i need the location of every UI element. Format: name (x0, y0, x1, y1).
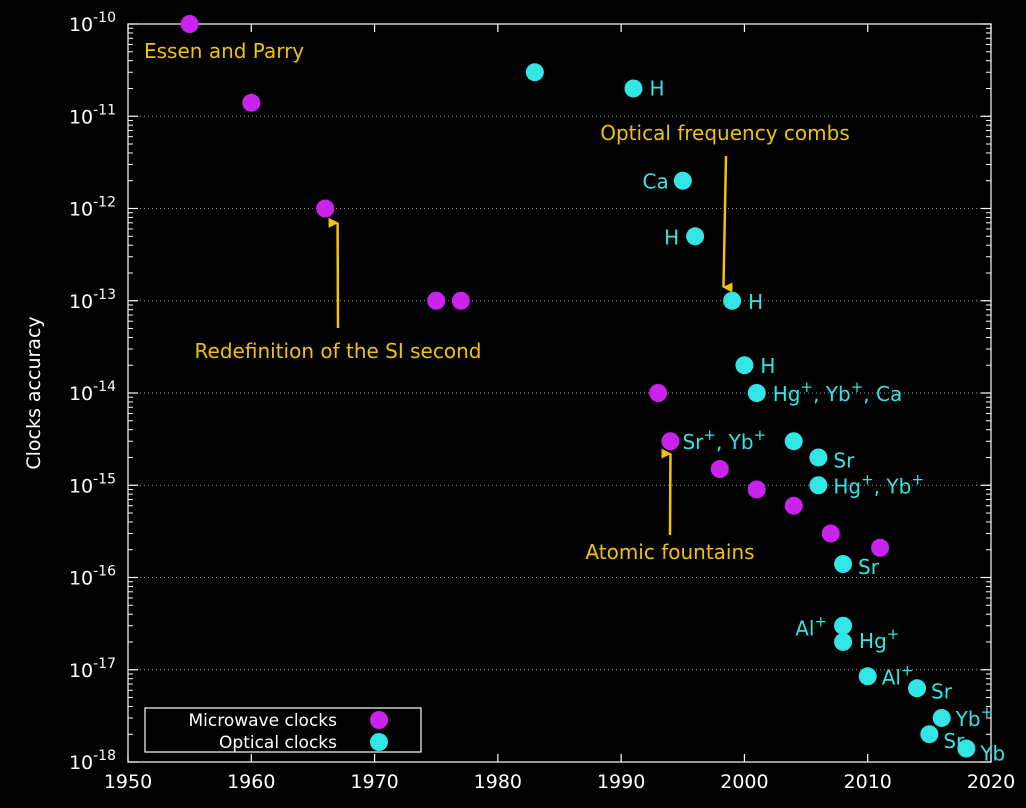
microwave-clock-point (451, 291, 470, 310)
legend-marker (370, 711, 388, 729)
point-label: Hg+ (859, 625, 899, 653)
x-tick-label: 1950 (104, 771, 152, 793)
optical-clock-point (686, 227, 705, 246)
point-label: Al+ (795, 613, 827, 641)
point-label: Yb (979, 742, 1005, 766)
point-label: Ca (643, 170, 669, 194)
optical-clock-point (809, 476, 828, 495)
microwave-clock-point (710, 460, 729, 479)
optical-clock-point (908, 679, 927, 698)
x-tick-label: 1990 (597, 771, 645, 793)
legend-label: Optical clocks (219, 733, 337, 753)
point-label: Al+ (882, 661, 914, 689)
point-label: Sr (943, 729, 965, 753)
microwave-clock-point (180, 15, 199, 33)
annotation-arrows (328, 155, 733, 536)
optical-clock-point (834, 555, 853, 574)
annotation-arrow (722, 155, 733, 293)
legend-marker (370, 733, 388, 751)
y-tick-label: 10-14 (69, 379, 116, 405)
data-points (180, 15, 976, 758)
microwave-clock-point (821, 524, 840, 543)
point-label: H (664, 225, 679, 249)
point-label: Sr (931, 679, 953, 703)
microwave-clock-point (661, 432, 680, 451)
optical-clock-point (624, 79, 643, 98)
x-tick-label: 2000 (720, 771, 768, 793)
tick-labels: 1950 1960 1970 1980 1990 2000 2010 2020 10-10 10-… (69, 10, 1015, 793)
y-tick-label: 10-12 (69, 195, 116, 221)
y-axis-label: Clocks accuracy (23, 316, 45, 469)
x-tick-label: 2020 (967, 771, 1015, 793)
annotation-text: Essen and Parry (144, 39, 304, 63)
y-tick-label: 10-16 (69, 564, 116, 590)
optical-clock-point (932, 708, 951, 727)
y-tick-label: 10-11 (69, 102, 116, 128)
optical-clock-point (957, 739, 976, 758)
microwave-clock-point (316, 199, 335, 218)
microwave-clock-point (784, 496, 803, 515)
point-label: Hg+, Yb+, Ca (773, 378, 902, 406)
y-tick-label: 10-13 (69, 287, 116, 313)
microwave-clock-point (871, 538, 890, 557)
point-label: H (649, 76, 664, 100)
x-tick-label: 1970 (350, 771, 398, 793)
y-tick-label: 10-18 (69, 748, 116, 774)
optical-clock-point (784, 432, 803, 451)
microwave-clock-point (649, 384, 668, 402)
point-label: Sr (858, 555, 880, 579)
x-tick-label: 1980 (474, 771, 522, 793)
y-tick-label: 10-10 (69, 10, 116, 36)
point-label: Sr (833, 448, 855, 472)
annotation-text: Optical frequency combs (600, 121, 850, 145)
point-label: Sr+, Yb+ (682, 426, 766, 454)
optical-clock-point (723, 291, 742, 310)
optical-clock-point (834, 616, 853, 635)
optical-clock-point (673, 171, 692, 190)
point-label: Yb+ (955, 703, 994, 731)
point-label: H (760, 354, 775, 378)
annotation-text: Atomic fountains (585, 540, 754, 564)
annotation-text: Redefinition of the SI second (195, 339, 482, 363)
x-tick-label: 1960 (227, 771, 275, 793)
legend-label: Microwave clocks (188, 711, 337, 731)
annotations: Essen and Parry Optical frequency combs Re… (144, 39, 850, 564)
optical-clock-point (525, 63, 544, 82)
point-label: Hg+, Yb+ (833, 470, 924, 498)
microwave-clock-point (747, 480, 766, 499)
optical-clock-point (747, 384, 766, 402)
optical-clock-point (858, 667, 877, 686)
y-tick-label: 10-17 (69, 656, 116, 682)
x-tick-label: 2010 (844, 771, 892, 793)
optical-clock-point (834, 632, 853, 651)
optical-clock-point (920, 725, 939, 744)
optical-clock-point (809, 448, 828, 467)
microwave-clock-point (427, 291, 446, 310)
optical-clock-point (735, 356, 754, 375)
y-tick-label: 10-15 (69, 471, 116, 497)
microwave-clock-point (242, 93, 261, 112)
axes (127, 23, 992, 763)
point-label: H (748, 290, 763, 314)
